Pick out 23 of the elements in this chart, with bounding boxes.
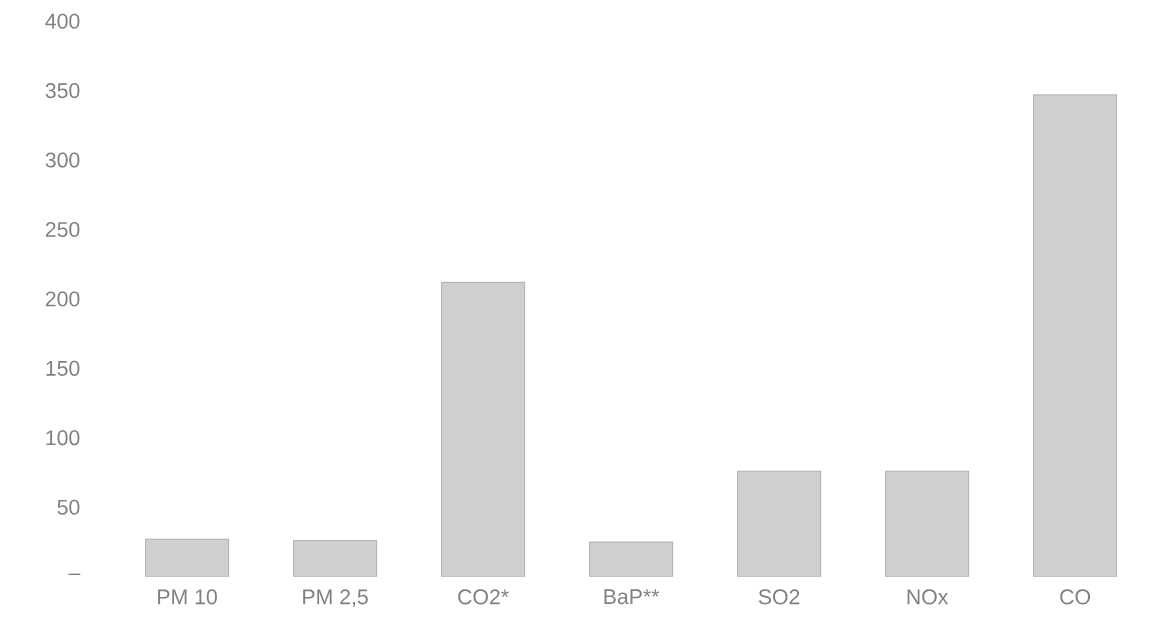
bar — [145, 539, 229, 577]
y-tick-label: 50 — [57, 499, 80, 515]
y-tick-label: 350 — [45, 83, 80, 99]
bar — [885, 470, 969, 577]
x-tick-label: PM 10 — [158, 589, 217, 605]
x-tick-label: CO — [1060, 589, 1091, 605]
x-tick-label: CO2* — [458, 589, 509, 605]
y-tick-label: – — [68, 573, 81, 576]
y-tick-label: 150 — [46, 360, 80, 376]
x-tick-label: PM 2,5 — [303, 589, 368, 607]
bar — [441, 282, 525, 577]
x-tick-label: NOx — [907, 589, 949, 605]
y-tick-label: 250 — [45, 222, 80, 238]
x-tick-label: BaP** — [604, 589, 660, 605]
y-tick-label: 400 — [45, 13, 80, 29]
bar — [1033, 94, 1117, 577]
bar — [737, 470, 821, 577]
x-tick-label: SO2 — [758, 589, 800, 605]
y-tick-label: 100 — [46, 430, 80, 446]
bar — [293, 540, 377, 577]
y-tick-label: 200 — [45, 291, 80, 307]
bar — [589, 541, 673, 577]
y-tick-label: 300 — [45, 152, 80, 168]
